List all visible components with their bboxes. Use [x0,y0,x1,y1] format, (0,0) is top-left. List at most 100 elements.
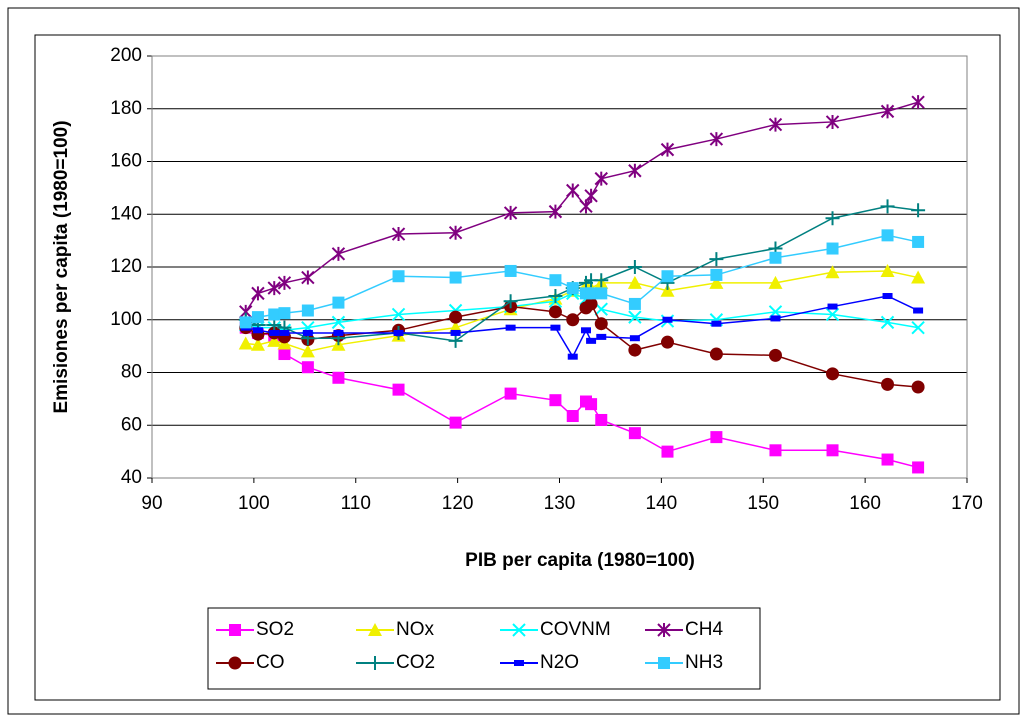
data-point [567,353,578,360]
legend-label: CH4 [685,619,723,640]
data-point [661,270,674,283]
data-point [250,337,265,351]
data-point [449,271,462,284]
data-point [660,142,675,157]
data-point [238,336,253,350]
data-point [881,453,894,466]
data-point [911,95,925,110]
data-point [550,324,561,331]
data-point [450,329,461,336]
data-point [449,416,462,429]
data-point [267,333,282,347]
y-tick-label: 40 [121,467,142,488]
data-point [826,367,840,381]
data-point [629,335,640,342]
legend-marker [368,623,382,636]
data-point [827,303,838,310]
data-point [825,307,840,322]
x-tick-label: 160 [849,493,881,514]
data-point [881,229,894,242]
data-point [548,305,562,319]
data-point [331,246,346,261]
data-point [448,333,463,348]
data-point [711,320,722,327]
data-point [710,268,723,281]
data-point [595,287,608,300]
data-point [584,297,598,311]
data-point [391,307,406,322]
data-point [332,371,345,384]
data-point [300,344,315,358]
data-point [585,287,598,300]
data-point [391,227,406,242]
data-point [882,293,893,300]
y-tick-label: 80 [121,362,142,383]
data-point [584,188,598,203]
data-point [549,394,562,407]
data-point [268,308,281,321]
legend-box [207,607,761,690]
data-point [503,205,518,220]
data-point [912,235,925,248]
data-point [302,329,313,336]
data-point [769,444,782,457]
data-point [594,171,608,186]
data-point [596,333,607,340]
legend-marker [228,656,242,670]
data-point [239,316,252,329]
data-point [769,251,782,264]
data-point [594,317,608,331]
data-point [278,307,291,320]
x-tick-label: 170 [951,493,983,514]
data-point [912,461,925,474]
data-point [628,343,642,357]
x-tick-label: 110 [341,493,371,514]
data-point [392,270,405,283]
data-point [278,348,291,361]
data-point [709,132,724,147]
legend-marker [658,657,670,669]
data-point [911,203,926,218]
data-point [768,117,783,132]
data-point [709,252,724,267]
data-point [503,294,518,309]
data-point [768,348,782,362]
data-point [880,315,895,330]
data-point [880,199,895,214]
data-point [913,307,924,314]
legend-marker [368,656,382,670]
y-tick-label: 140 [110,203,142,224]
data-point [768,275,783,289]
data-point [392,383,405,396]
data-point [251,286,265,301]
data-point [709,347,723,361]
data-point [880,263,895,277]
data-point [586,337,597,344]
x-tick-label: 140 [646,493,678,514]
data-point [448,225,463,240]
data-point [267,281,281,296]
legend-label: CO [256,652,285,673]
data-point [504,387,517,400]
data-point [585,398,598,411]
data-point [566,410,579,423]
data-point [549,274,562,287]
data-point [279,329,290,336]
y-tick-label: 60 [121,414,142,435]
data-point [332,296,345,309]
legend-label: NH3 [685,652,723,673]
data-point [505,324,516,331]
data-point [660,283,675,297]
data-point [770,315,781,322]
data-point [449,310,463,324]
data-point [628,297,641,310]
data-point [825,265,840,279]
data-point [825,114,840,129]
data-point [826,444,839,457]
y-tick-label: 120 [110,256,142,277]
data-point [627,275,642,289]
data-point [628,163,642,178]
data-point [660,335,674,349]
data-point [252,327,263,334]
chart-frame [34,34,1001,701]
